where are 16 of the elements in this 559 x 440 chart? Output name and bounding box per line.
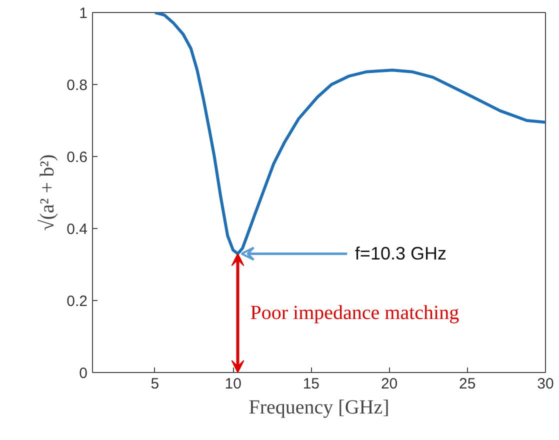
- annotation: Poor impedance matching: [250, 302, 460, 324]
- x-tick-label: 10: [224, 376, 242, 392]
- y-tick-label: 0.6: [66, 149, 88, 166]
- y-axis-title: √(a² + b²): [36, 154, 59, 231]
- x-axis-title: Frequency [GHz]: [248, 396, 390, 418]
- x-tick-label: 5: [150, 376, 160, 392]
- y-tick-label: 0.8: [66, 77, 88, 94]
- x-tick-label: 30: [537, 376, 554, 392]
- annotation: f=10.3 GHz: [354, 244, 446, 264]
- x-tick-label: 25: [459, 376, 476, 392]
- x-tick-label: 15: [302, 376, 320, 392]
- y-tick-label: 1: [79, 5, 88, 22]
- y-tick-label: 0.2: [66, 293, 88, 310]
- x-tick-label: 20: [380, 376, 398, 392]
- y-tick-label: 0.4: [66, 221, 88, 238]
- y-tick-label: 0: [79, 365, 88, 382]
